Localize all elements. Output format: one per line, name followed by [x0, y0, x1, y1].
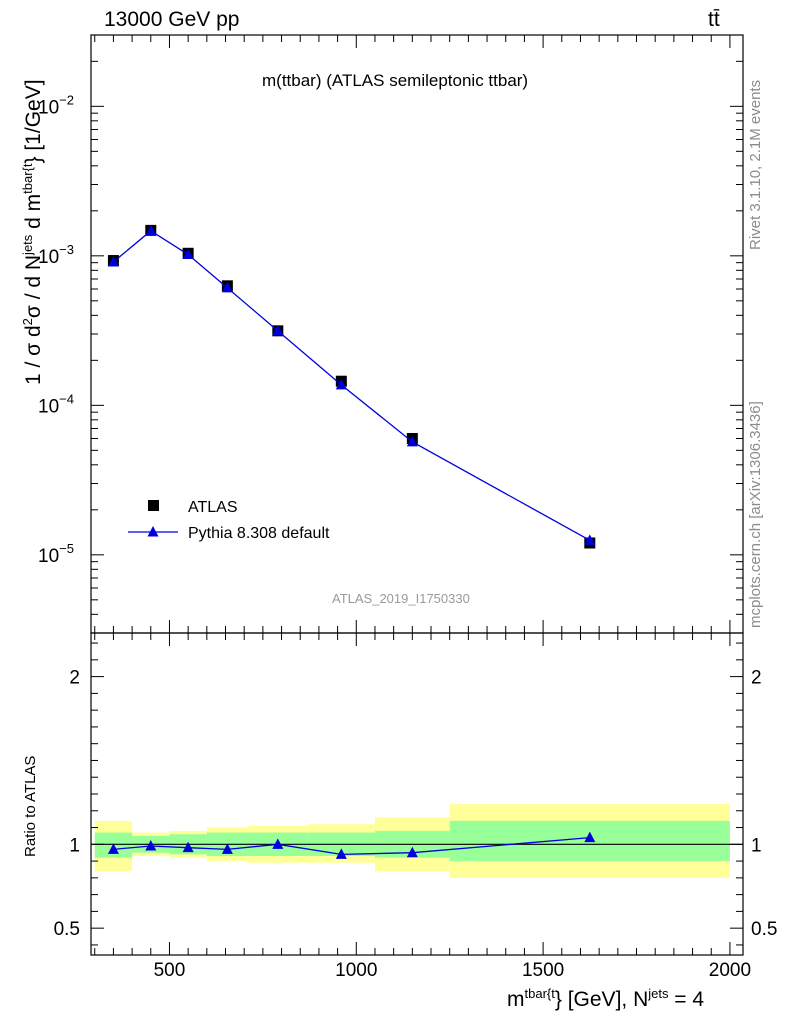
ratio-y-tick-label: 2	[69, 668, 80, 689]
pythia-data-point	[107, 255, 119, 267]
upper-plot-frame	[90, 34, 744, 634]
y-tick-label: 10−4	[38, 391, 74, 417]
ratio-data-point	[221, 843, 233, 854]
x-tick-label: 1500	[522, 960, 564, 981]
ratio-y-tick-label-right: 1	[751, 835, 762, 856]
ratio-line	[113, 836, 590, 856]
legend-atlas-label: ATLAS	[188, 499, 238, 516]
rivet-version-label: Rivet 3.1.10, 2.1M events	[747, 79, 764, 250]
pythia-line	[113, 230, 591, 541]
pythia-data-point	[221, 281, 233, 293]
legend-pythia-marker	[147, 526, 159, 537]
ratio-y-tick-label: 1	[69, 835, 80, 856]
x-tick-label: 2000	[709, 960, 751, 981]
y-tick-label: 10−3	[38, 242, 74, 268]
pythia-data-point	[335, 378, 347, 390]
pythia-data-point	[272, 324, 284, 336]
pythia-data-point	[406, 435, 418, 447]
lower-plot-frame	[90, 632, 744, 956]
y-tick-label: 10−5	[38, 541, 74, 567]
collision-label: 13000 GeV pp	[104, 8, 240, 31]
legend-pythia-label: Pythia 8.308 default	[188, 525, 330, 542]
ratio-data-point	[145, 839, 157, 851]
plot-title: m(ttbar) (ATLAS semileptonic ttbar)	[262, 71, 529, 90]
ratio-data-point	[335, 848, 347, 859]
x-tick-label: 500	[154, 960, 186, 981]
pythia-data-point	[182, 248, 194, 260]
x-tick-label: 1000	[335, 960, 377, 981]
ratio-y-tick-label: 0.5	[54, 919, 80, 940]
ratio-data-point	[107, 843, 119, 854]
ratio-data-point	[182, 841, 194, 853]
y-tick-label: 10−2	[38, 92, 74, 118]
upper-y-axis-label: 1 / σ d2σ / d Njets d mtbar{t} [1/GeV]	[20, 79, 45, 385]
mcplots-reference-label: mcplots.cern.ch [arXiv:1306.3436]	[747, 401, 764, 628]
legend-atlas-marker	[148, 500, 159, 511]
pythia-data-point	[584, 534, 596, 545]
analysis-watermark: ATLAS_2019_I1750330	[332, 591, 470, 606]
pythia-data-point	[145, 224, 157, 236]
ratio-data-point	[272, 838, 284, 849]
lower-y-axis-label: Ratio to ATLAS	[22, 755, 39, 857]
ratio-data-point	[406, 846, 418, 858]
x-axis-label: mtbar{t} [GeV], Njets = 4	[507, 986, 705, 1011]
ratio-y-tick-label-right: 2	[751, 668, 762, 689]
ratio-data-point	[584, 831, 596, 843]
ratio-y-tick-label-right: 0.5	[751, 919, 777, 940]
process-label: tt̄	[708, 8, 720, 31]
